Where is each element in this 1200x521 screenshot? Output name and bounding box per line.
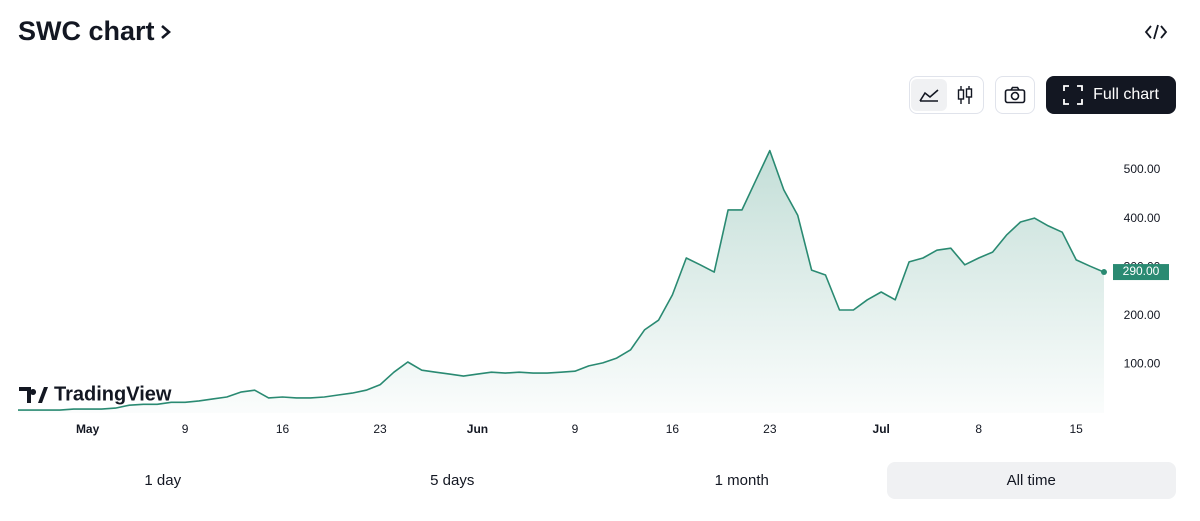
brand: TradingView [19, 383, 172, 405]
full-chart-button[interactable]: Full chart [1046, 76, 1176, 114]
range-tabs: 1 day 5 days 1 month All time [18, 462, 1176, 499]
price-tag-label: 290.00 [1123, 264, 1160, 278]
x-tick-label: 16 [276, 422, 290, 436]
chart: 100.00200.00300.00400.00500.00May91623Ju… [18, 149, 1169, 436]
x-tick-label: 9 [572, 422, 579, 436]
x-tick-label: 15 [1069, 422, 1083, 436]
range-tab[interactable]: 5 days [430, 472, 475, 489]
x-tick-label: 23 [763, 422, 777, 436]
embed-icon[interactable] [1144, 22, 1168, 42]
y-tick-label: 200.00 [1124, 308, 1161, 322]
x-tick-label: 8 [975, 422, 982, 436]
chart-style-toggle [909, 76, 984, 114]
y-tick-label: 100.00 [1124, 357, 1161, 371]
brand-text: TradingView [54, 383, 172, 405]
title[interactable]: SWC chart [18, 16, 173, 47]
area-fill [18, 150, 1104, 413]
x-tick-label: Jun [467, 422, 488, 436]
last-point [1101, 269, 1107, 276]
title-text[interactable]: SWC chart [18, 16, 155, 46]
x-tick-label: May [76, 422, 100, 436]
chevron [160, 24, 171, 39]
x-tick-label: 9 [182, 422, 189, 436]
x-tick-label: 23 [373, 422, 387, 436]
candle-style-button[interactable] [947, 79, 983, 111]
x-tick-label: Jul [873, 422, 890, 436]
y-tick-label: 400.00 [1124, 211, 1161, 225]
price-tag [1113, 264, 1169, 281]
range-tab[interactable]: 1 day [144, 472, 182, 489]
range-tab[interactable]: 1 month [714, 472, 769, 489]
x-tick-label: 16 [666, 422, 680, 436]
snapshot-button[interactable] [995, 76, 1035, 114]
range-tab[interactable]: All time [886, 462, 1176, 499]
area-style-button[interactable] [910, 79, 947, 111]
y-tick-label: 500.00 [1124, 162, 1161, 176]
full-chart-label[interactable]: Full chart [1093, 86, 1159, 103]
price-line [18, 149, 1105, 411]
